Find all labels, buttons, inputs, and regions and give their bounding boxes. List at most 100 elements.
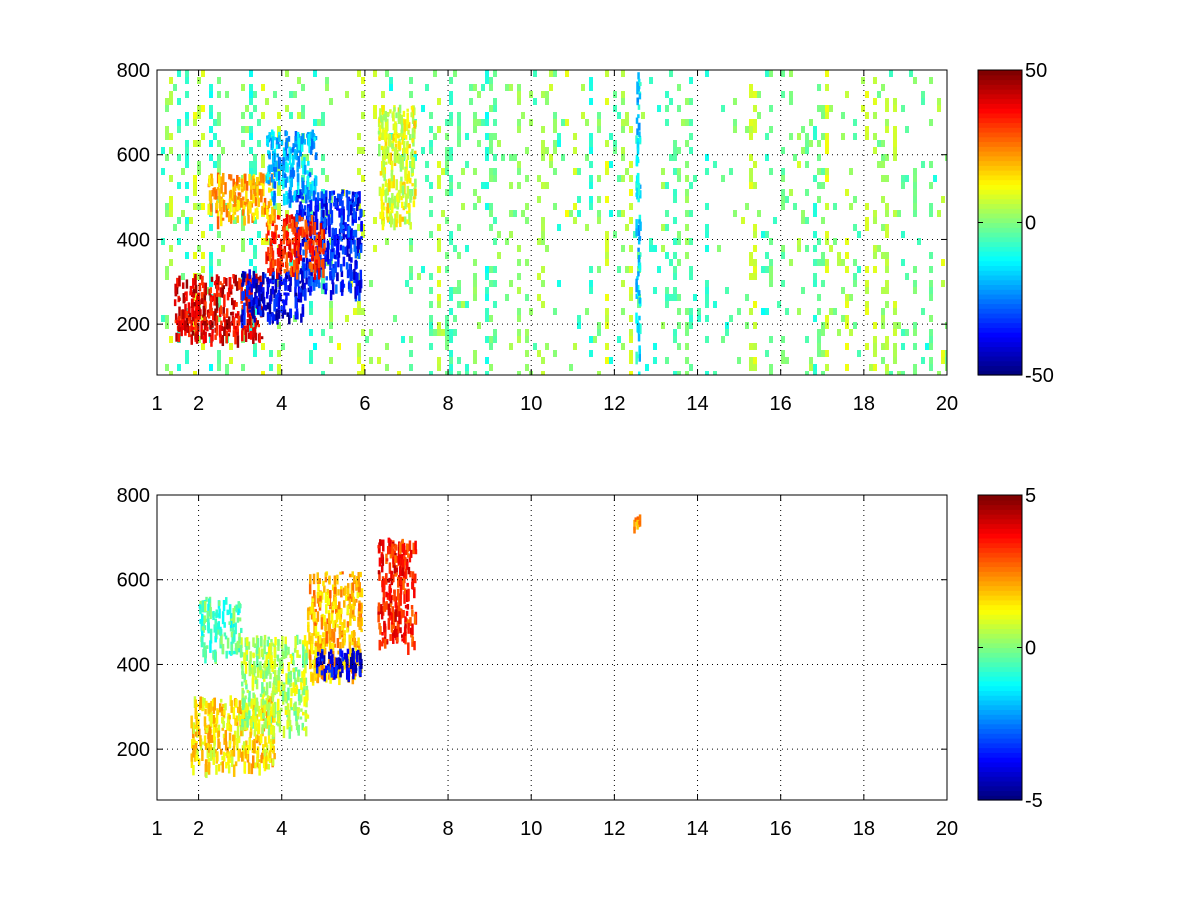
heatmap-cell <box>553 308 557 315</box>
heatmap-cell <box>433 70 437 77</box>
heatmap-cell <box>236 335 240 348</box>
heatmap-cell <box>345 189 349 198</box>
heatmap-cell <box>222 307 225 316</box>
heatmap-cell <box>689 182 693 189</box>
heatmap-cell <box>354 194 358 206</box>
heatmap-cell <box>305 652 308 665</box>
heatmap-cell <box>209 734 212 744</box>
x-tick-label: 4 <box>276 393 287 415</box>
heatmap-cell <box>394 134 397 138</box>
heatmap-cell <box>493 70 497 77</box>
heatmap-cell <box>885 364 889 371</box>
heatmap-cell <box>885 287 889 294</box>
heatmap-cell <box>211 734 214 743</box>
heatmap-cell <box>185 140 189 147</box>
heatmap-cell <box>509 343 513 350</box>
heatmap-cell <box>240 184 244 193</box>
heatmap-cell <box>945 154 947 161</box>
colorbar-swatch <box>978 576 1022 582</box>
heatmap-cell <box>307 208 311 216</box>
heatmap-cell <box>561 154 565 161</box>
heatmap-cell <box>445 336 449 343</box>
heatmap-cell <box>232 186 236 200</box>
heatmap-cell <box>359 652 362 660</box>
heatmap-cell <box>328 641 332 651</box>
heatmap-cell <box>389 138 392 148</box>
heatmap-cell <box>284 298 288 306</box>
heatmap-cell <box>313 619 316 625</box>
heatmap-cell <box>316 611 320 622</box>
heatmap-cell <box>406 140 409 146</box>
heatmap-cell <box>411 128 415 135</box>
colorbar-swatch <box>978 112 1022 119</box>
heatmap-cell <box>202 305 206 318</box>
heatmap-cell <box>209 320 212 330</box>
heatmap-cell <box>292 660 295 666</box>
heatmap-cell <box>267 179 270 185</box>
heatmap-cell <box>335 657 338 671</box>
heatmap-cell <box>411 639 414 647</box>
heatmap-cell <box>845 189 849 196</box>
heatmap-cell <box>297 137 301 151</box>
heatmap-cell <box>271 215 275 227</box>
heatmap-cell <box>295 232 298 246</box>
heatmap-cell <box>733 126 737 133</box>
heatmap-cell <box>277 289 281 301</box>
x-tick-label: 6 <box>359 393 370 415</box>
heatmap-cell <box>325 259 329 266</box>
heatmap-cell <box>235 715 239 723</box>
heatmap-cell <box>303 211 307 216</box>
heatmap-cell <box>322 641 325 650</box>
heatmap-cell <box>333 643 336 648</box>
heatmap-cell <box>346 588 350 601</box>
heatmap-cell <box>185 154 189 161</box>
heatmap-cell <box>332 190 336 194</box>
heatmap-cell <box>253 308 257 315</box>
heatmap-cell <box>262 173 265 186</box>
heatmap-cell <box>209 203 213 210</box>
heatmap-cell <box>477 140 481 147</box>
colorbar-swatch <box>978 733 1022 739</box>
heatmap-cell <box>346 234 350 246</box>
heatmap-cell <box>414 540 417 551</box>
heatmap-cell <box>393 148 397 158</box>
heatmap-cell <box>295 189 298 195</box>
heatmap-cell <box>545 98 549 105</box>
heatmap-cell <box>302 644 305 657</box>
heatmap-cell <box>347 225 350 238</box>
heatmap-cell <box>485 147 489 154</box>
heatmap-cell <box>317 656 320 661</box>
heatmap-cell <box>276 248 280 255</box>
heatmap-cell <box>509 84 513 91</box>
heatmap-cell <box>220 206 223 215</box>
heatmap-cell <box>437 357 441 364</box>
x-tick-label: 6 <box>359 818 370 840</box>
heatmap-cell <box>229 343 233 350</box>
heatmap-cell <box>312 240 315 246</box>
heatmap-cell <box>541 126 545 133</box>
heatmap-cell <box>259 282 263 293</box>
heatmap-cell <box>453 329 457 336</box>
heatmap-cell <box>265 233 269 242</box>
heatmap-cell <box>256 665 260 678</box>
heatmap-cell <box>412 542 415 555</box>
heatmap-cell <box>629 245 633 252</box>
heatmap-cell <box>395 210 399 219</box>
heatmap-cell <box>238 700 242 709</box>
heatmap-cell <box>234 327 238 334</box>
heatmap-cell <box>805 336 809 343</box>
heatmap-cell <box>383 638 387 649</box>
heatmap-cell <box>753 126 757 133</box>
heatmap-cell <box>202 336 206 344</box>
heatmap-cell <box>351 610 354 615</box>
heatmap-cell <box>403 591 406 604</box>
colorbar-swatch <box>978 355 1022 362</box>
heatmap-cell <box>789 133 793 140</box>
heatmap-cell <box>629 294 633 301</box>
heatmap-cell <box>885 280 889 287</box>
heatmap-cell <box>217 315 221 322</box>
heatmap-cell <box>220 762 223 766</box>
heatmap-cell <box>391 143 394 149</box>
heatmap-cell <box>769 273 773 280</box>
heatmap-cell <box>285 252 288 265</box>
